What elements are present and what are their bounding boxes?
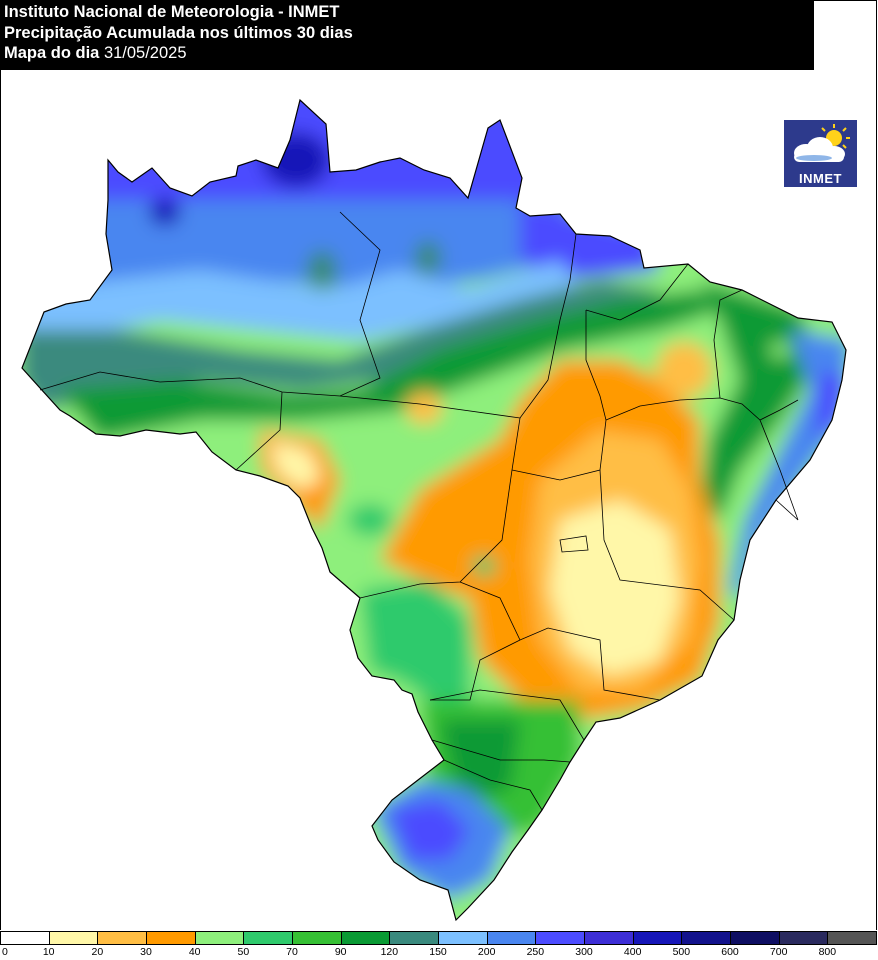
legend-tick-label: 200 [477, 946, 496, 958]
legend-tick-label: 600 [721, 946, 739, 958]
frame-border-top [814, 0, 877, 1]
legend-tick-label: 700 [769, 946, 788, 958]
legend-swatch [584, 931, 634, 945]
inmet-logo: INMET [784, 120, 857, 187]
precipitation-fill [22, 100, 846, 920]
legend-tick-label: 40 [188, 946, 201, 958]
frame-border-left [0, 70, 1, 930]
legend-tick-label: 800 [818, 946, 837, 958]
legend-swatch [632, 931, 683, 945]
legend-swatch [681, 931, 731, 945]
product-title: Precipitação Acumulada nos últimos 30 di… [4, 23, 353, 42]
legend-tick-label: 400 [623, 946, 642, 958]
legend-tick-label: 10 [42, 946, 55, 958]
map-date: 31/05/2025 [103, 44, 187, 62]
legend-tick-label: 120 [380, 946, 399, 958]
legend-tick-label: 500 [672, 946, 691, 958]
cloud-sun-icon [794, 124, 850, 162]
legend-swatch [827, 931, 877, 945]
legend-tick-label: 90 [334, 946, 347, 958]
legend-swatch [0, 931, 50, 945]
legend-swatch [535, 931, 585, 945]
institute-title: Instituto Nacional de Meteorologia - INM… [4, 3, 340, 21]
legend-swatch [243, 931, 293, 945]
map-date-line: Mapa do dia 31/05/2025 [4, 43, 814, 64]
map-header: Instituto Nacional de Meteorologia - INM… [0, 0, 814, 70]
legend-tick-label: 70 [286, 946, 298, 958]
precipitation-legend: 0 10 20 30 40 50 70 90 120 150 200 250 300 400 500 600 7… [0, 931, 878, 960]
legend-tick-label: 300 [575, 946, 593, 958]
frame-border-right [876, 0, 877, 930]
legend-swatch [292, 931, 342, 945]
legend-swatch [778, 931, 829, 945]
legend-swatch [438, 931, 488, 945]
legend-tick-label: 150 [429, 946, 447, 958]
legend-swatch [48, 931, 99, 945]
legend-swatch [730, 931, 780, 945]
legend-tick-label: 30 [140, 946, 152, 958]
legend-tick-label: 250 [526, 946, 545, 958]
legend-tick-label: 50 [237, 946, 250, 958]
inmet-logo-text: INMET [799, 171, 842, 186]
brazil-precipitation-map [21, 98, 847, 922]
legend-swatch [389, 931, 439, 945]
legend-tick-label: 0 [2, 946, 8, 958]
legend-tick-label: 20 [91, 946, 104, 958]
date-label: Mapa do dia [4, 44, 100, 62]
state-borders [39, 211, 799, 811]
legend-swatch [97, 931, 147, 945]
legend-swatch [194, 931, 245, 945]
legend-swatch [340, 931, 391, 945]
legend-swatch [146, 931, 196, 945]
legend-swatch [486, 931, 537, 945]
